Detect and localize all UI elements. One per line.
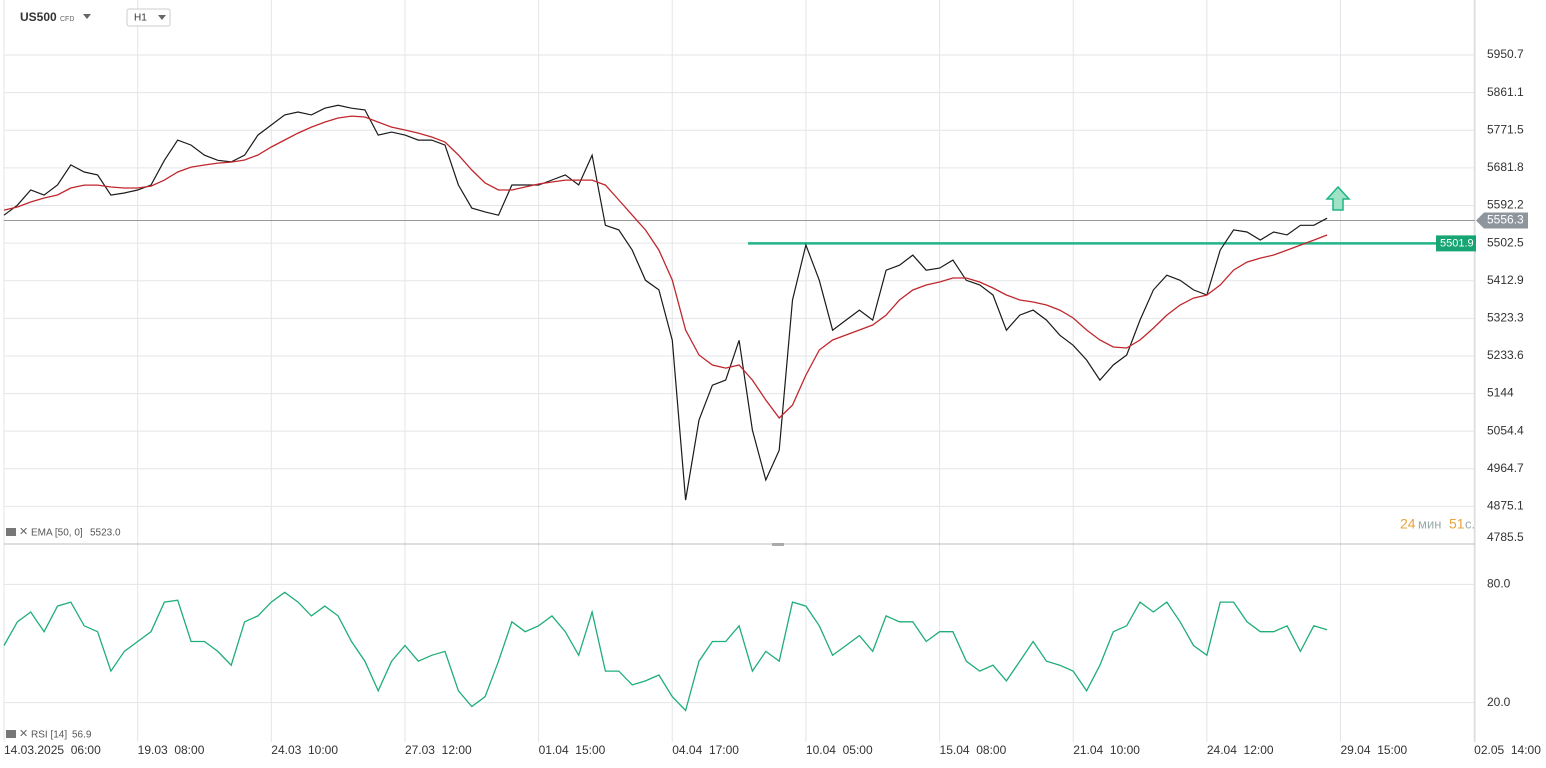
rsi-label: RSI [14]	[31, 730, 67, 741]
x-tick-label: 29.04 15:00	[1341, 743, 1408, 757]
y-tick-label: 5323.3	[1487, 310, 1524, 324]
y-tick-label: 5054.4	[1487, 423, 1524, 437]
buy-arrow[interactable]	[1325, 185, 1351, 211]
series-line	[3, 591, 1328, 712]
badge: CFD	[60, 16, 74, 23]
y-tick-label: 4875.1	[1487, 499, 1524, 513]
x-tick-label: 01.04 15:00	[539, 743, 606, 757]
series-line	[3, 115, 1328, 419]
timeframe-dropdown	[158, 15, 166, 20]
marks	[3, 104, 1475, 712]
y-tick-label: 5861.1	[1487, 85, 1524, 99]
x-tick-label: 14.03.2025 06:00	[4, 743, 101, 757]
indicator-labels: ✕ EMA [50, 0] 5523.0 ✕ RSI [14] 56.9	[6, 526, 121, 741]
x-tick-label: 19.03 08:00	[138, 743, 205, 757]
rsi-menu-icon[interactable]	[6, 730, 16, 738]
x-tick-label: 21.04 10:00	[1073, 743, 1140, 757]
y-tick-label: 5412.9	[1487, 273, 1524, 287]
x-tick-label: 27.03 12:00	[405, 743, 472, 757]
rsi-close[interactable]: ✕	[19, 728, 28, 740]
y-tick-label: 5681.8	[1487, 160, 1524, 174]
rsi-value: 56.9	[72, 730, 92, 741]
timer-minutes-unit: мин	[1418, 516, 1441, 531]
last-price-label: 5556.3	[1487, 213, 1524, 227]
timeframe: H1	[134, 13, 147, 24]
y-tick-label: 5502.5	[1487, 235, 1524, 249]
support-tag	[1436, 235, 1476, 252]
x-tick-label: 24.04 12:00	[1207, 743, 1274, 757]
timeframe-select[interactable]	[126, 8, 171, 27]
y-tick-label: 20.0	[1487, 695, 1511, 709]
series-line	[3, 104, 1328, 501]
x-tick-label: 04.04 17:00	[672, 743, 739, 757]
x-tick-label: 15.04 08:00	[940, 743, 1007, 757]
y-tick-label: 5144	[1487, 386, 1514, 400]
symbol: US500	[20, 10, 57, 24]
x-tick-label: 10.04 05:00	[806, 743, 873, 757]
support-label: 5501.9	[1440, 237, 1474, 249]
timer-seconds-unit: с.	[1465, 516, 1475, 531]
ema-label: EMA [50, 0]	[31, 528, 83, 539]
symbol-dropdown[interactable]	[83, 14, 91, 19]
header: US500 CFD H1	[20, 8, 171, 27]
y-tick-label: 5950.7	[1487, 47, 1524, 61]
y-tick-label: 4964.7	[1487, 461, 1524, 475]
x-tick-label: 02.05 14:00	[1474, 743, 1541, 757]
last-price-tag	[1476, 212, 1528, 229]
resize-handle[interactable]	[772, 543, 784, 546]
y-tick-label: 4785.5	[1487, 530, 1524, 544]
timer-minutes: 24	[1400, 516, 1416, 532]
ema-menu-icon[interactable]	[6, 528, 16, 536]
ema-close[interactable]: ✕	[19, 526, 28, 538]
y-tick-label: 5771.5	[1487, 122, 1524, 136]
y-tick-label: 5592.2	[1487, 198, 1524, 212]
y-tick-label: 80.0	[1487, 577, 1511, 591]
timer-seconds: 51	[1449, 516, 1465, 532]
y-tick-label: 5233.6	[1487, 348, 1524, 362]
ema-value: 5523.0	[90, 528, 121, 539]
grid	[3, 0, 1475, 742]
x-tick-label: 24.03 10:00	[271, 743, 338, 757]
timer: 24 мин 51 с.	[1400, 516, 1475, 532]
